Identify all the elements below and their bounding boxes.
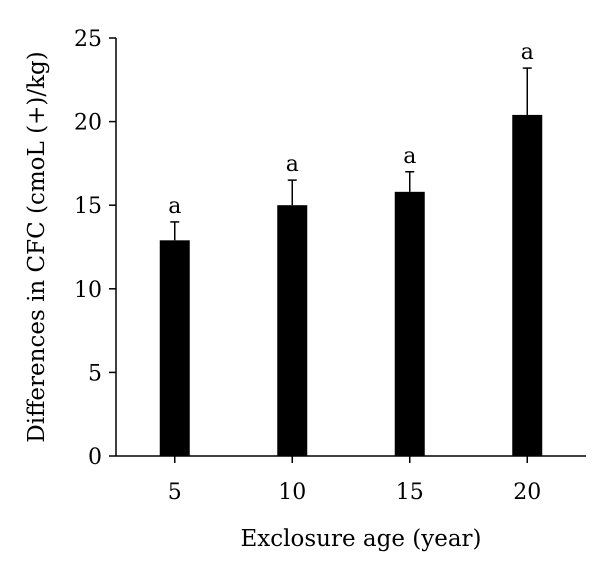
y-tick-label-2: 10	[74, 278, 102, 303]
y-tick-label-3: 15	[74, 194, 102, 219]
y-tick-label-0: 0	[88, 445, 102, 470]
y-tick-label-4: 20	[74, 111, 102, 136]
y-tick-label-5: 25	[74, 27, 102, 52]
bars	[159, 114, 543, 457]
x-axis-ticks: 5 10 15 20	[168, 456, 541, 505]
x-tick-label-20: 20	[513, 480, 541, 505]
bar-15	[394, 191, 425, 456]
significance-label-10: a	[286, 152, 299, 177]
significance-label-5: a	[168, 194, 181, 219]
bar-20	[512, 114, 543, 457]
significance-label-20: a	[521, 40, 534, 65]
axes	[115, 38, 586, 457]
significance-label-15: a	[403, 144, 416, 169]
x-tick-label-10: 10	[278, 480, 306, 505]
bar-5	[159, 240, 190, 456]
y-axis-label: Differences in CFC (cmoL (+)/kg)	[24, 51, 50, 442]
y-axis-ticks: 0 5 10 15 20 25	[74, 27, 116, 470]
x-tick-label-5: 5	[168, 480, 182, 505]
bar-10	[277, 205, 308, 456]
significance-labels: a a a a	[168, 40, 534, 219]
x-tick-label-15: 15	[396, 480, 424, 505]
y-tick-label-1: 5	[88, 361, 102, 386]
x-axis-label: Exclosure age (year)	[241, 526, 482, 552]
error-bars	[170, 67, 532, 241]
